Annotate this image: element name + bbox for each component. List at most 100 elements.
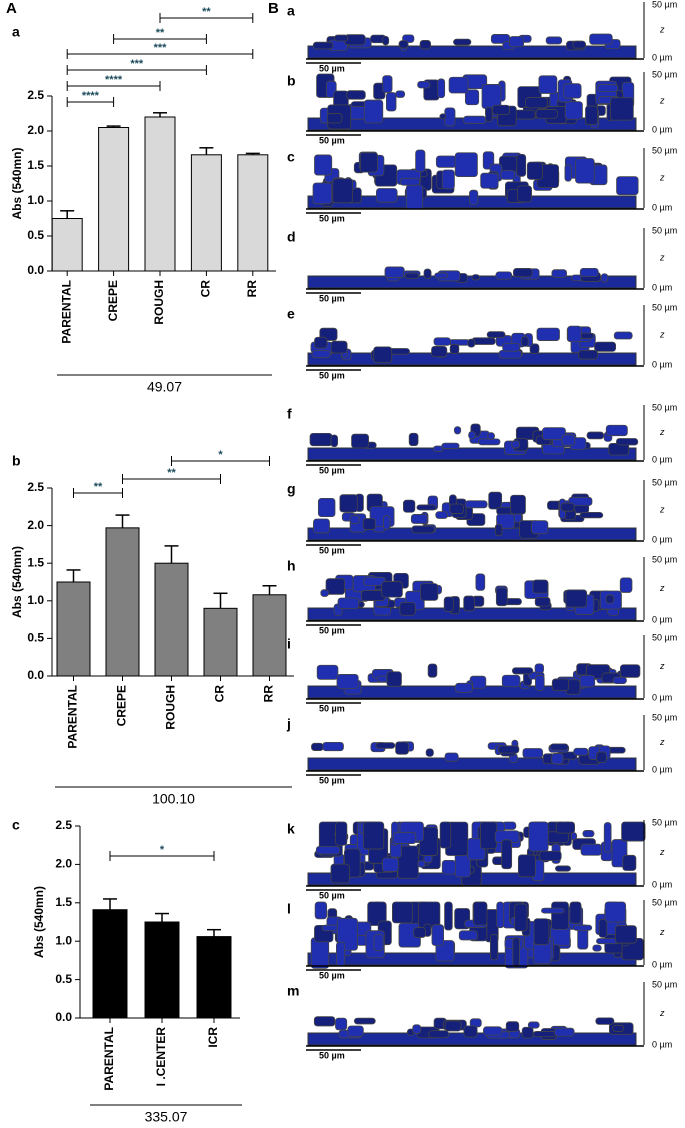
cell xyxy=(612,1024,625,1032)
cell xyxy=(335,821,348,846)
cell xyxy=(535,109,558,119)
bar xyxy=(154,562,189,677)
cell xyxy=(516,154,527,177)
cell xyxy=(455,682,473,693)
cell xyxy=(478,438,501,446)
microscopy-image xyxy=(307,821,646,886)
cell xyxy=(542,427,566,441)
cell xyxy=(423,268,432,279)
image-label: h xyxy=(287,558,296,574)
cell xyxy=(382,35,390,46)
cell xyxy=(317,498,336,518)
cell xyxy=(314,154,333,176)
cell xyxy=(535,675,545,691)
cell xyxy=(432,445,444,452)
cell xyxy=(612,676,627,684)
z-top-label: 50 µm xyxy=(652,225,677,235)
cell xyxy=(551,753,564,765)
y-tick-label: 0.5 xyxy=(27,631,44,645)
bar xyxy=(196,936,232,1019)
bar xyxy=(144,921,180,1019)
cell xyxy=(464,89,480,106)
cell xyxy=(335,941,346,967)
z-axis-label: z xyxy=(659,24,665,34)
cell xyxy=(564,101,583,120)
bar xyxy=(51,218,83,272)
cell xyxy=(534,597,551,607)
cell xyxy=(383,514,391,530)
cell xyxy=(309,433,333,447)
cell xyxy=(585,105,598,126)
z-axis-label: z xyxy=(659,172,665,182)
z-axis-label: z xyxy=(659,427,665,437)
bar xyxy=(144,116,176,272)
cell xyxy=(373,346,393,364)
cell xyxy=(439,821,452,849)
cell xyxy=(554,1027,575,1037)
y-axis-label: Abs (540mn) xyxy=(32,886,46,958)
cell xyxy=(561,434,576,446)
y-tick-label: 2.0 xyxy=(27,123,44,137)
cell xyxy=(534,663,544,674)
z-bottom-label: 0 µm xyxy=(652,1039,672,1049)
cell xyxy=(595,751,607,763)
image-label: e xyxy=(287,306,295,322)
cell xyxy=(312,41,334,50)
significance-label: *** xyxy=(130,58,144,70)
cell xyxy=(431,345,448,358)
scale-label: 50 µm xyxy=(319,465,345,475)
bar xyxy=(105,527,140,677)
scale-label: 50 µm xyxy=(319,1050,345,1060)
cell xyxy=(431,924,445,946)
z-top-label: 50 µm xyxy=(652,477,677,487)
cell xyxy=(386,671,402,687)
cell xyxy=(405,184,424,210)
image-label: k xyxy=(287,821,295,837)
z-top-label: 50 µm xyxy=(652,0,677,9)
y-tick-label: 0.5 xyxy=(27,228,44,242)
cell xyxy=(434,272,449,279)
z-axis-label: z xyxy=(659,329,665,339)
y-tick-label: 1.0 xyxy=(27,593,44,607)
cell xyxy=(509,36,525,48)
cell xyxy=(564,164,572,182)
image-label: c xyxy=(287,149,295,165)
cell xyxy=(483,1026,503,1036)
cell xyxy=(560,502,575,512)
bar xyxy=(203,607,238,677)
z-top-label: 50 µm xyxy=(652,402,677,412)
microscopy-image xyxy=(307,663,641,699)
cell xyxy=(336,674,359,689)
cell xyxy=(408,432,419,447)
x-tick-label: PARENTAL xyxy=(66,685,80,749)
cell xyxy=(494,523,503,537)
cell-layer xyxy=(307,45,637,59)
cell xyxy=(549,743,569,751)
group-label: 335.07 xyxy=(145,1109,188,1125)
significance-label: * xyxy=(218,449,223,461)
group-label: 49.07 xyxy=(147,379,182,395)
z-bottom-label: 0 µm xyxy=(652,764,672,774)
cell xyxy=(453,426,462,435)
y-tick-label: 1.5 xyxy=(27,158,44,172)
cell xyxy=(526,161,543,180)
cell xyxy=(521,1026,534,1039)
scale-label: 50 µm xyxy=(319,703,345,713)
z-bottom-label: 0 µm xyxy=(652,692,672,702)
y-tick-label: 0.0 xyxy=(55,1010,72,1024)
cell xyxy=(437,78,446,99)
cell xyxy=(330,434,338,448)
cell xyxy=(528,821,549,852)
cell xyxy=(347,1025,364,1037)
cell xyxy=(419,826,439,856)
microscopy-image xyxy=(307,73,637,131)
z-top-label: 50 µm xyxy=(652,897,677,907)
cell xyxy=(444,1020,462,1032)
cell xyxy=(568,496,593,506)
cell xyxy=(337,597,360,609)
image-label: a xyxy=(287,3,295,19)
cell xyxy=(392,901,413,924)
image-label: f xyxy=(287,406,292,422)
y-tick-label: 2.0 xyxy=(55,857,72,871)
y-tick-label: 2.5 xyxy=(27,88,44,102)
